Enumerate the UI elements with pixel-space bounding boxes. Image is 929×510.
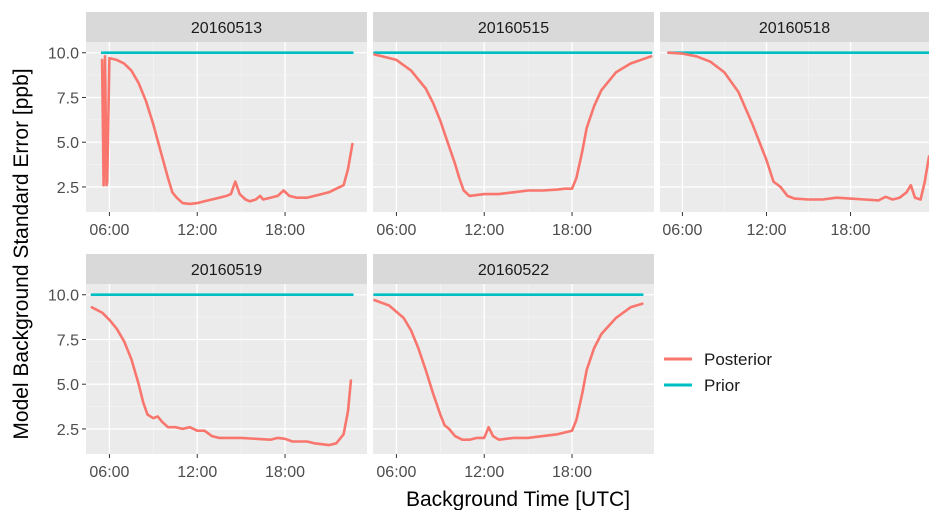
y-tick-label: 5.0 xyxy=(57,135,79,152)
x-tick-label: 06:00 xyxy=(662,222,702,239)
x-tick-label: 18:00 xyxy=(265,222,305,239)
facet-strip-label: 20160522 xyxy=(478,262,549,279)
legend: Posterior Prior xyxy=(664,350,772,395)
panel-background xyxy=(86,42,367,212)
series-line-posterior xyxy=(667,51,929,202)
facet-strip-label: 20160519 xyxy=(191,262,262,279)
facet-strip-label: 20160513 xyxy=(191,20,262,37)
y-tick-label: 7.5 xyxy=(57,332,79,349)
panel-20160519: 20160519 06:00 12:00 18:00 2.5 5.0 7.5 10.0 xyxy=(48,254,367,481)
y-axis-title: Model Background Standard Error [ppb] xyxy=(10,68,33,439)
panel-20160513: 20160513 06:00 12:00 18:00 2.5 5.0 7.5 10.0 xyxy=(48,12,367,239)
x-tick-label: 12:00 xyxy=(177,464,217,481)
series-line-posterior xyxy=(100,55,354,206)
x-tick-label: 12:00 xyxy=(464,464,504,481)
y-tick-label: 2.5 xyxy=(57,180,79,197)
panel-20160515: 20160515 06:00 12:00 18:00 xyxy=(373,12,654,239)
panel-background xyxy=(373,284,654,454)
legend-label-posterior: Posterior xyxy=(704,350,772,369)
panel-background xyxy=(86,284,367,454)
x-tick-label: 12:00 xyxy=(177,222,217,239)
y-tick-label: 10.0 xyxy=(48,288,79,305)
x-tick-label: 06:00 xyxy=(376,464,416,481)
y-tick-label: 5.0 xyxy=(57,377,79,394)
y-tick-label: 10.0 xyxy=(48,46,79,63)
x-tick-label: 18:00 xyxy=(265,464,305,481)
facet-strip xyxy=(86,12,367,42)
x-tick-label: 18:00 xyxy=(552,222,592,239)
facet-strip-label: 20160518 xyxy=(759,20,830,37)
x-axis-title: Background Time [UTC] xyxy=(406,488,630,510)
x-tick-label: 12:00 xyxy=(746,222,786,239)
x-tick-label: 06:00 xyxy=(89,464,129,481)
x-tick-label: 12:00 xyxy=(464,222,504,239)
y-tick-label: 2.5 xyxy=(57,422,79,439)
series-line-posterior xyxy=(373,298,644,441)
series-line-posterior xyxy=(373,53,653,198)
x-tick-label: 06:00 xyxy=(376,222,416,239)
facet-strip xyxy=(373,12,654,42)
facet-strip xyxy=(86,254,367,284)
panel-20160518: 20160518 06:00 12:00 18:00 xyxy=(660,12,929,239)
panel-20160522: 20160522 06:00 12:00 18:00 xyxy=(373,254,654,481)
x-tick-label: 06:00 xyxy=(89,222,129,239)
legend-label-prior: Prior xyxy=(704,376,740,395)
facet-strip xyxy=(660,12,929,42)
panel-background xyxy=(373,42,654,212)
panel-background xyxy=(660,42,929,212)
y-tick-label: 7.5 xyxy=(57,90,79,107)
x-tick-label: 18:00 xyxy=(552,464,592,481)
series-line-posterior xyxy=(90,306,353,447)
facet-strip xyxy=(373,254,654,284)
facet-strip-label: 20160515 xyxy=(478,20,549,37)
x-tick-label: 18:00 xyxy=(831,222,871,239)
